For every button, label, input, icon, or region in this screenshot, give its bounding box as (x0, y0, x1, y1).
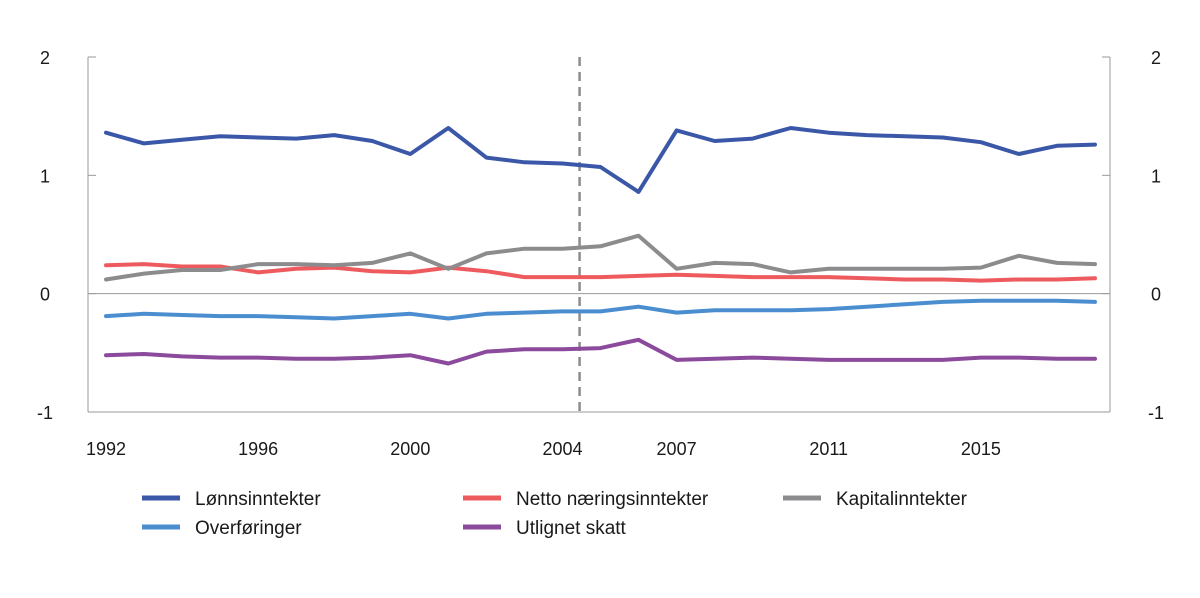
legend-label: Overføringer (195, 518, 302, 539)
legend-label: Netto næringsinntekter (516, 489, 709, 510)
y-tick-label-right: -1 (1148, 403, 1164, 423)
x-tick-label: 2007 (657, 439, 697, 459)
chart-series-lines (104, 126, 1097, 366)
x-tick-label: 2000 (390, 439, 430, 459)
x-tick-label: 2011 (809, 439, 848, 459)
series-line (104, 337, 1097, 366)
y-tick-label-right: 1 (1151, 166, 1161, 186)
x-tick-label: 2004 (542, 439, 582, 459)
series-line (104, 298, 1097, 321)
series-line (104, 126, 1097, 194)
y-tick-label-left: 2 (40, 48, 50, 68)
legend-label: Kapitalinntekter (836, 489, 968, 510)
legend-label: Lønnsinntekter (195, 489, 321, 510)
y-tick-label-left: 1 (40, 166, 50, 186)
x-tick-label: 2015 (961, 439, 1001, 459)
x-tick-label: 1992 (86, 439, 126, 459)
chart-axes (87, 56, 1111, 413)
legend-label: Utlignet skatt (516, 518, 627, 539)
series-line (104, 262, 1097, 283)
series-line (104, 233, 1097, 282)
chart-legend: Lønnsinntekter Netto næringsinntekter Kapi… (142, 489, 968, 539)
y-tick-label-left: -1 (37, 403, 53, 423)
x-tick-label: 1996 (238, 439, 278, 459)
chart-tick-labels: 2 1 0 -1 2 1 0 -1 1992 1996 2000 2004 2007 2011 2015 (37, 48, 1164, 459)
y-tick-label-right: 2 (1151, 48, 1161, 68)
y-tick-label-right: 0 (1151, 285, 1161, 305)
y-tick-label-left: 0 (40, 285, 50, 305)
